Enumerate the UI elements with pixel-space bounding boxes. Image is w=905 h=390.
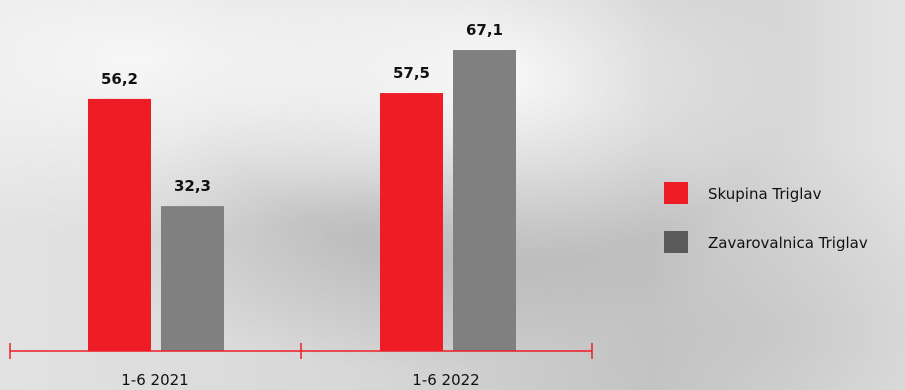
bar-zavarovalnica-2 [453,50,516,351]
value-label: 56,2 [101,70,138,88]
legend-swatch [664,182,688,204]
x-axis: 1-6 2021 1-6 2022 [9,343,593,389]
legend-item-skupina: Skupina Triglav [664,182,822,204]
bars-layer [88,50,516,351]
bar-skupina-2 [380,93,443,351]
legend-item-zavarovalnica: Zavarovalnica Triglav [664,231,868,253]
legend-label: Skupina Triglav [708,185,822,203]
x-tick-label: 1-6 2022 [412,371,479,389]
x-tick-label: 1-6 2021 [121,371,188,389]
legend: Skupina Triglav Zavarovalnica Triglav [664,182,868,253]
legend-label: Zavarovalnica Triglav [708,234,868,252]
bar-skupina-1 [88,98,151,351]
bar-zavarovalnica-1 [161,206,224,351]
value-label: 32,3 [174,177,211,195]
value-label: 67,1 [466,21,503,39]
value-labels-layer: 56,2 57,5 32,3 67,1 [101,21,503,195]
value-label: 57,5 [393,64,430,82]
legend-swatch [664,231,688,253]
